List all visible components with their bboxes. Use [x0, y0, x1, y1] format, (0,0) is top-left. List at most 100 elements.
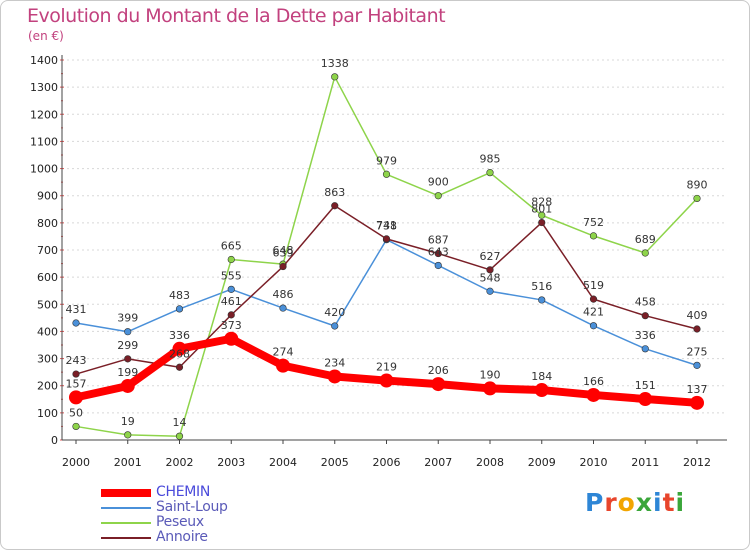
chart-title: Evolution du Montant de la Dette par Hab… [27, 5, 446, 27]
y-tick-label: 400 [37, 325, 58, 338]
data-label: 555 [221, 269, 242, 282]
data-label: 863 [324, 186, 345, 199]
data-point [538, 296, 546, 304]
data-label: 741 [376, 219, 397, 232]
data-label: 648 [273, 244, 294, 257]
x-tick-label: 2008 [476, 456, 504, 469]
data-label: 275 [687, 345, 708, 358]
data-point [72, 370, 80, 378]
x-tick-label: 2006 [373, 456, 401, 469]
legend-swatch [101, 537, 151, 539]
data-label-layer: 431 399 483 555 486 420 738 643 548 516 421 336 275 5… [66, 57, 708, 429]
y-tick-label: 500 [37, 298, 58, 311]
data-label: 399 [117, 312, 138, 325]
logo-letter: r [604, 488, 618, 517]
data-label: 627 [480, 250, 501, 263]
y-tick-label: 700 [37, 244, 58, 257]
data-point [227, 311, 235, 319]
legend-swatch [101, 489, 151, 497]
data-point [693, 325, 701, 333]
data-point [641, 249, 649, 257]
data-label: 738 [376, 220, 397, 233]
x-tick-label: 2009 [528, 456, 556, 469]
y-tick-label: 800 [37, 217, 58, 230]
legend-label: Saint-Loup [156, 499, 228, 515]
data-point [486, 266, 494, 274]
data-label: 828 [531, 195, 552, 208]
data-point [172, 341, 187, 356]
x-tick-label: 2005 [321, 456, 349, 469]
data-label: 985 [480, 153, 501, 166]
data-label: 219 [376, 361, 397, 374]
data-label: 299 [117, 339, 138, 352]
data-label: 234 [324, 356, 345, 369]
x-tick-label: 2002 [166, 456, 194, 469]
data-point [227, 285, 235, 293]
data-point [175, 363, 184, 371]
logo-letter: i [675, 488, 686, 517]
data-label: 461 [221, 295, 242, 308]
data-label: 157 [66, 377, 87, 390]
data-label: 166 [583, 375, 604, 388]
data-label: 665 [221, 240, 242, 253]
x-tick-label: 2007 [424, 456, 452, 469]
data-point [638, 392, 653, 407]
logo-letter: o [617, 488, 636, 517]
series-layer [69, 73, 704, 440]
data-point [120, 378, 135, 393]
data-point [327, 369, 342, 384]
x-tick-label: 2012 [683, 456, 711, 469]
data-point [486, 287, 494, 295]
line-chart: 0 100 200 300 400 500 600 700 800 900 1000 1100 1200… [30, 54, 727, 469]
data-label: 420 [324, 306, 345, 319]
data-label: 486 [273, 288, 294, 301]
data-label: 50 [69, 406, 83, 419]
data-label: 184 [531, 370, 552, 383]
data-point [693, 194, 701, 203]
y-tick-label: 1000 [30, 163, 58, 176]
y-tick-label: 0 [51, 434, 58, 447]
data-point [276, 358, 290, 373]
y-tick-label: 900 [37, 190, 58, 203]
data-point [431, 377, 446, 392]
y-tick-label: 300 [37, 353, 58, 366]
legend-swatch [101, 507, 151, 509]
data-point [331, 202, 339, 210]
data-point [382, 235, 391, 243]
y-tick-label: 1300 [30, 81, 58, 94]
data-point [434, 249, 442, 258]
data-point [279, 262, 287, 271]
data-label: 483 [169, 289, 190, 302]
data-point [693, 361, 701, 369]
data-label: 458 [635, 296, 656, 309]
data-label: 519 [583, 279, 604, 292]
data-label: 190 [480, 368, 501, 381]
data-label: 890 [687, 178, 708, 191]
logo-letter: P [585, 488, 605, 517]
data-label: 752 [583, 216, 604, 229]
legend-label: CHEMIN [156, 484, 211, 500]
data-label: 516 [531, 280, 552, 293]
data-label: 687 [428, 234, 449, 247]
data-point [379, 373, 394, 388]
data-point [224, 331, 239, 346]
x-tick-label: 2011 [631, 456, 659, 469]
data-point [331, 322, 339, 330]
data-label: 137 [687, 383, 708, 396]
y-tick-label: 100 [37, 407, 58, 420]
data-label: 151 [635, 379, 656, 392]
x-tick-label: 2003 [217, 456, 245, 469]
x-tick-label: 2001 [114, 456, 142, 469]
data-label: 243 [66, 354, 87, 367]
data-point [279, 304, 287, 312]
data-label: 19 [121, 415, 135, 428]
y-tick-label: 600 [37, 271, 58, 284]
legend-label: Peseux [156, 514, 204, 530]
data-point [690, 395, 704, 410]
data-point [589, 232, 598, 240]
data-label: 979 [376, 154, 397, 167]
data-point [72, 422, 80, 431]
data-point [175, 305, 184, 313]
data-label: 801 [531, 203, 552, 216]
data-point [483, 381, 497, 396]
